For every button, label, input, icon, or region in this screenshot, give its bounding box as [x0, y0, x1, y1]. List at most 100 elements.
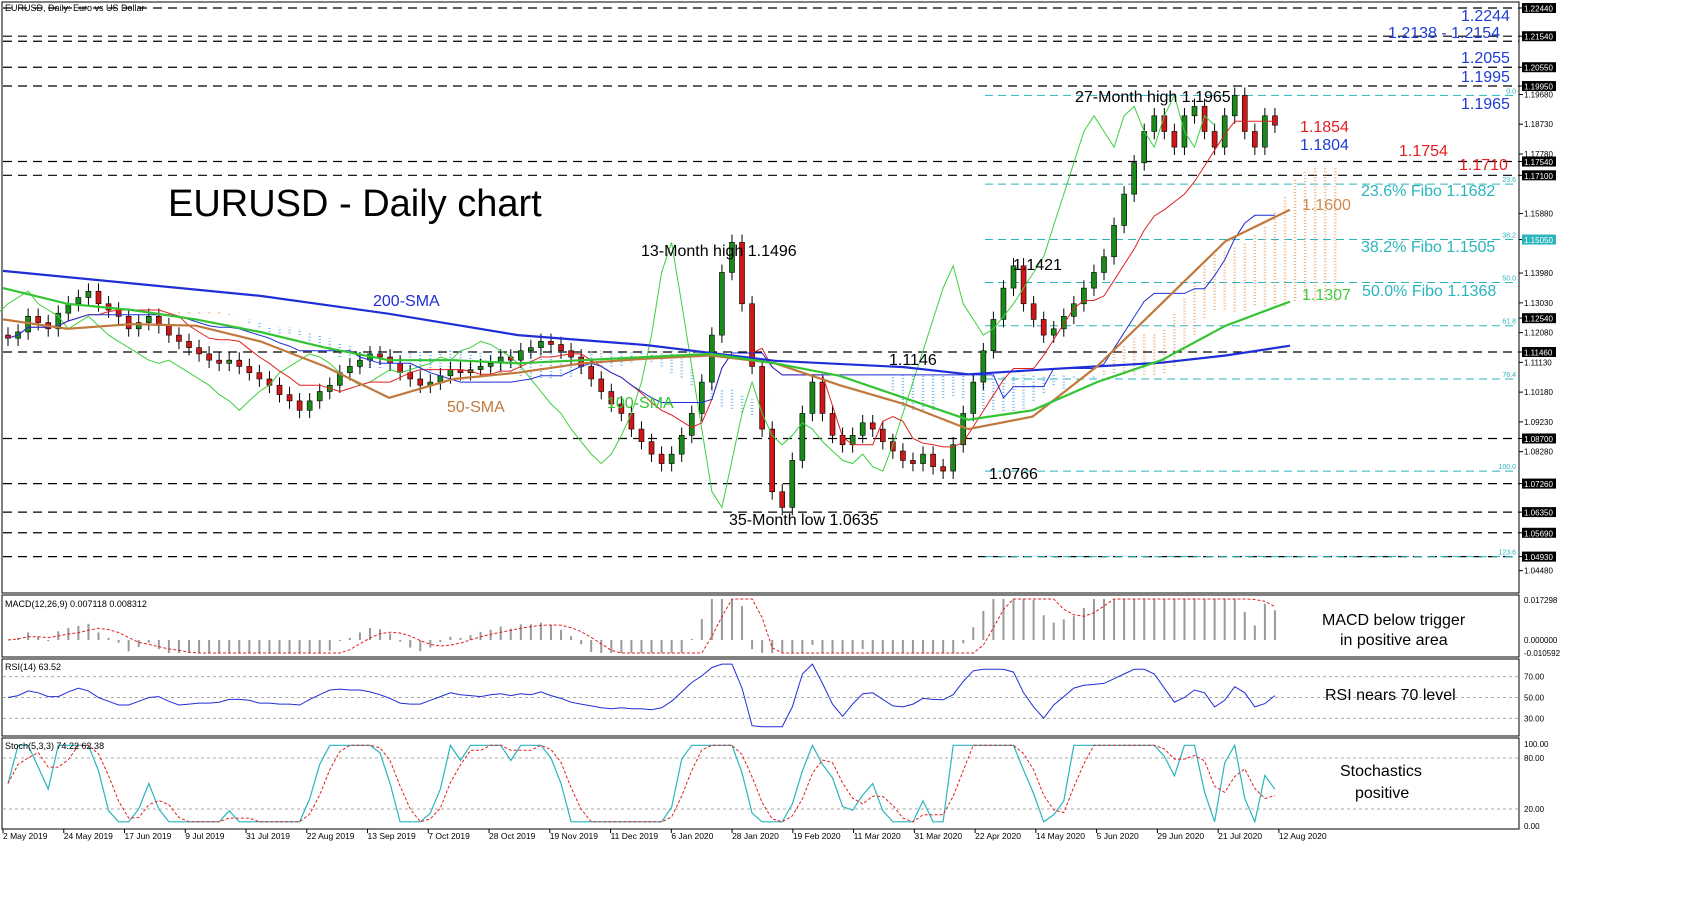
- macd-header: MACD(12,26,9) 0.007118 0.008312: [5, 599, 147, 609]
- price-candles: [5, 87, 1278, 516]
- x-tick-label: 13 Sep 2019: [368, 831, 416, 841]
- x-tick-label: 31 Jul 2019: [246, 831, 290, 841]
- candle-body: [1231, 95, 1238, 117]
- candle-body: [206, 353, 212, 361]
- candle-body: [1081, 287, 1087, 305]
- candle-body: [1131, 162, 1137, 195]
- stoch-tick-label: 80.00: [1524, 754, 1545, 763]
- x-tick-label: 22 Aug 2019: [307, 831, 355, 841]
- rsi-tick-label: 30.00: [1524, 714, 1545, 723]
- fibo-ratio-label: 76.4: [1502, 372, 1516, 379]
- y-tick-label: 1.12080: [1524, 329, 1553, 338]
- candle-body: [970, 381, 977, 414]
- candle-body: [115, 309, 122, 317]
- y-tick-label: 1.08280: [1524, 448, 1553, 457]
- x-tick-label: 9 Jul 2019: [185, 831, 224, 841]
- stoch-d-line: [7, 744, 1276, 823]
- y-tick-label: 1.17540: [1524, 158, 1553, 167]
- label-35-month-low: 35-Month low 1.0635: [729, 512, 879, 529]
- candle-body: [809, 381, 816, 414]
- y-tick-label: 1.04480: [1524, 567, 1553, 576]
- right-label-1-1754: 1.1754: [1399, 143, 1448, 160]
- rsi-tick-label: 50.00: [1524, 694, 1545, 703]
- y-tick-label: 1.21540: [1524, 33, 1553, 42]
- candle-body: [1121, 193, 1127, 226]
- candle-body: [859, 422, 866, 436]
- candle-body: [1272, 115, 1278, 126]
- macd-signal-line: [7, 598, 1276, 654]
- candle-body: [638, 428, 645, 442]
- candle-body: [246, 366, 253, 373]
- candle-body: [135, 322, 142, 330]
- y-tick-label: 1.17100: [1524, 172, 1553, 181]
- x-tick-label: 19 Feb 2020: [793, 831, 841, 841]
- candle-body: [1071, 303, 1077, 317]
- horizontal-levels: [3, 7, 1519, 558]
- candle-body: [1010, 265, 1017, 289]
- candle-body: [377, 353, 383, 358]
- label-1-1146: 1.1146: [889, 352, 937, 369]
- chart-title: EURUSD - Daily chart: [168, 183, 542, 225]
- x-tick-label: 2 May 2019: [3, 831, 48, 841]
- candle-body: [930, 453, 936, 467]
- candle-body: [879, 428, 886, 442]
- right-label-fibo-23-6: 23.6% Fibo 1.1682: [1361, 183, 1495, 200]
- candle-body: [75, 297, 82, 305]
- y-tick-label: 1.17780: [1524, 150, 1553, 159]
- candle-body: [306, 400, 313, 411]
- symbol-header: EURUSD, Daily: Euro vs US Dollar: [5, 3, 145, 13]
- y-tick-box: [1522, 527, 1556, 538]
- x-tick-label: 11 Dec 2019: [611, 831, 659, 841]
- candle-body: [759, 366, 765, 430]
- label-1-1421: 1.1421: [1013, 257, 1062, 274]
- candle-body: [749, 303, 755, 367]
- rsi-header: RSI(14) 63.52: [5, 662, 61, 672]
- candle-body: [1030, 303, 1037, 320]
- candle-body: [799, 413, 806, 461]
- candle-body: [347, 366, 353, 373]
- candle-body: [226, 359, 233, 364]
- candle-body: [1201, 106, 1208, 132]
- candle-body: [648, 441, 655, 455]
- sma100-label: 100-SMA: [607, 395, 674, 412]
- candle-body: [719, 272, 725, 336]
- candle-body: [316, 391, 323, 402]
- candle-body: [518, 350, 524, 361]
- y-tick-label: 1.13030: [1524, 299, 1553, 308]
- candle-body: [1060, 315, 1067, 330]
- candle-body: [1252, 131, 1258, 148]
- fibo-ratio-label: 123.6: [1498, 550, 1516, 557]
- stoch-annotation-2: positive: [1355, 785, 1409, 802]
- candle-body: [769, 428, 775, 493]
- candle-body: [598, 378, 605, 392]
- macd-annotation-1: MACD below trigger: [1322, 612, 1466, 629]
- candle-body: [357, 359, 363, 367]
- candle-body: [85, 290, 92, 298]
- y-tick-box: [1522, 313, 1556, 324]
- candle-body: [1141, 131, 1148, 164]
- indicator-lines: [0, 94, 1291, 509]
- candle-body: [668, 453, 675, 464]
- candle-body: [186, 341, 192, 348]
- stoch-tick-label: 20.00: [1524, 805, 1545, 814]
- candle-body: [819, 381, 826, 414]
- label-13-month-high: 13-Month high 1.1496: [641, 243, 797, 260]
- y-tick-label: 1.10180: [1524, 388, 1553, 397]
- candle-body: [166, 325, 172, 336]
- macd-tick-label: -0.010592: [1524, 649, 1561, 658]
- fibo-ratio-label: 23.6: [1502, 177, 1516, 184]
- candle-body: [1262, 115, 1268, 148]
- sma-line-100-sma: [2, 287, 1291, 421]
- candle-body: [869, 422, 876, 430]
- y-tick-label: 1.06350: [1524, 509, 1553, 518]
- x-tick-label: 19 Nov 2019: [550, 831, 598, 841]
- candle-body: [286, 394, 293, 402]
- fibo-ratio-label: 38.2: [1502, 233, 1516, 240]
- candle-body: [538, 341, 544, 348]
- candle-body: [65, 303, 72, 314]
- candle-body: [1241, 95, 1248, 132]
- x-tick-label: 24 May 2019: [64, 831, 113, 841]
- candle-body: [980, 350, 987, 383]
- candle-body: [779, 491, 786, 508]
- x-axis: 2 May 2019 24 May 2019 17 Jun 2019 9 Jul 20…: [2, 829, 1327, 841]
